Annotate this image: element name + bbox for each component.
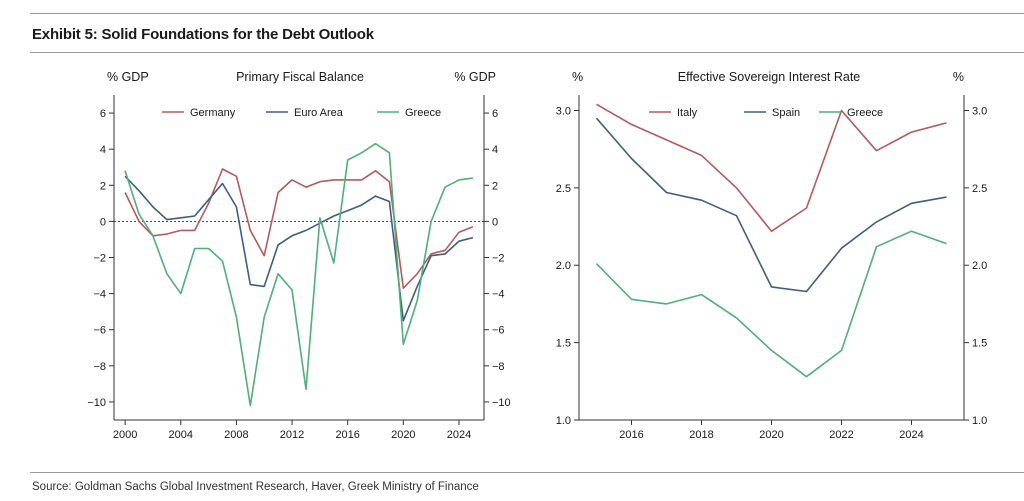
series-line-greece: [595, 230, 947, 378]
right-chart-title: Effective Sovereign Interest Rate: [678, 70, 861, 84]
y-tick-label-left: 2.5: [556, 183, 571, 195]
y-tick-label-right: 1.5: [972, 338, 987, 350]
y-tick-label-left: −6: [93, 325, 106, 337]
bottom-rule: [30, 472, 1024, 473]
x-tick-label: 2012: [280, 429, 304, 441]
legend-label-greece: Greece: [405, 107, 441, 119]
y-tick-label-right: −8: [492, 361, 505, 373]
series-line-italy: [596, 103, 947, 232]
effective-sovereign-interest-rate-chart: Effective Sovereign Interest Rate % % 1.…: [556, 70, 988, 441]
legend-label-spain: Spain: [772, 107, 800, 119]
x-tick-label: 2020: [759, 429, 783, 441]
x-tick-label: 2000: [113, 429, 137, 441]
x-tick-label: 2016: [619, 429, 643, 441]
exhibit-title: Exhibit 5: Solid Foundations for the Deb…: [32, 26, 374, 43]
primary-fiscal-balance-chart: Primary Fiscal Balance % GDP % GDP −10 −1…: [87, 70, 511, 441]
y-tick-label-left: −2: [93, 253, 106, 265]
left-y-axis-label: % GDP: [107, 70, 149, 84]
y-tick-label-left: 3.0: [556, 105, 571, 117]
x-tick-label: 2020: [391, 429, 415, 441]
title-rule: [30, 52, 1024, 53]
legend-label-greece: Greece: [847, 107, 883, 119]
y-tick-label-left: 1.5: [556, 338, 571, 350]
series-line-germany: [124, 168, 474, 290]
right-chart-right-y-axis-label: %: [953, 70, 964, 84]
series-line-spain: [595, 117, 947, 293]
y-tick-label-right: 3.0: [972, 105, 987, 117]
y-tick-label-right: −6: [492, 325, 505, 337]
right-chart-left-y-axis-label: %: [572, 70, 583, 84]
right-y-axis-label: % GDP: [454, 70, 496, 84]
y-tick-label-left: 2.0: [556, 260, 571, 272]
y-tick-label-left: 1.0: [556, 415, 571, 427]
x-tick-label: 2024: [899, 429, 923, 441]
y-tick-label-right: 2.0: [972, 260, 987, 272]
y-tick-label-right: −2: [492, 253, 505, 265]
y-tick-label-left: 2: [100, 180, 106, 192]
y-tick-label-right: 4: [492, 144, 498, 156]
y-tick-label-right: −10: [492, 397, 511, 409]
y-tick-label-left: −10: [87, 397, 106, 409]
series-line-euro-area: [124, 175, 474, 322]
x-tick-label: 2022: [829, 429, 853, 441]
y-tick-label-right: −4: [492, 289, 505, 301]
y-tick-label-right: 2: [492, 180, 498, 192]
y-tick-label-right: 0: [492, 216, 498, 228]
y-tick-label-right: 1.0: [972, 415, 987, 427]
x-tick-label: 2024: [447, 429, 471, 441]
y-tick-label-left: −8: [93, 361, 106, 373]
y-tick-label-left: 0: [100, 216, 106, 228]
legend-label-italy: Italy: [677, 107, 698, 119]
x-tick-label: 2018: [689, 429, 713, 441]
y-tick-label-right: 6: [492, 108, 498, 120]
legend-label-germany: Germany: [190, 107, 236, 119]
x-tick-label: 2008: [224, 429, 248, 441]
left-chart-title: Primary Fiscal Balance: [236, 70, 364, 84]
y-tick-label-right: 2.5: [972, 183, 987, 195]
series-line-greece: [124, 142, 474, 407]
y-tick-label-left: 4: [100, 144, 106, 156]
y-tick-label-left: 6: [100, 108, 106, 120]
top-rule: [30, 13, 1024, 14]
x-tick-label: 2004: [169, 429, 193, 441]
y-tick-label-left: −4: [93, 289, 106, 301]
legend-label-euro-area: Euro Area: [294, 107, 344, 119]
source-note: Source: Goldman Sachs Global Investment …: [32, 481, 479, 493]
x-tick-label: 2016: [335, 429, 359, 441]
